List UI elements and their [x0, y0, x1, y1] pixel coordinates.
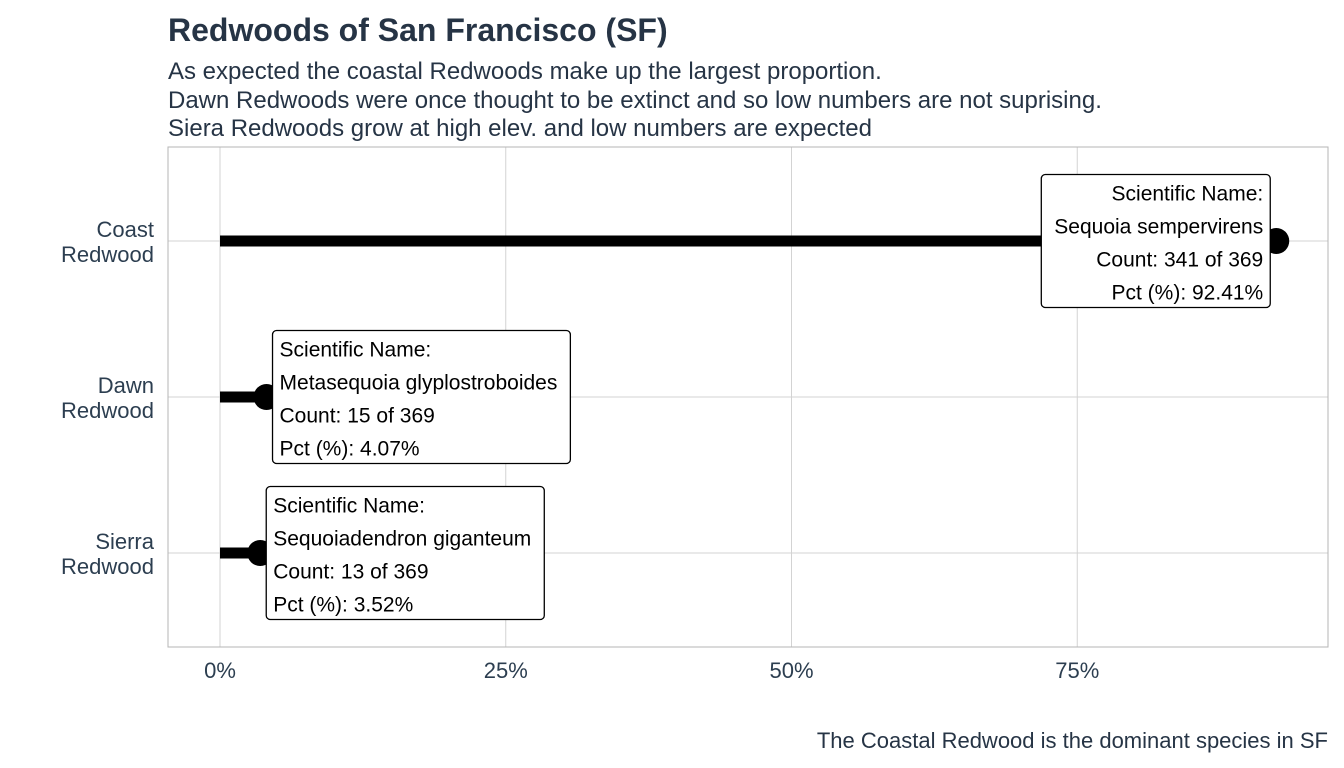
annotation-text: Pct (%): 92.41% [1112, 282, 1264, 305]
chart-caption: The Coastal Redwood is the dominant spec… [816, 728, 1328, 753]
annotation-text: Count: 13 of 369 [273, 561, 428, 584]
chart-title: Redwoods of San Francisco (SF) [168, 12, 668, 48]
annotation-text: Pct (%): 4.07% [280, 438, 420, 461]
annotation-text: Scientific Name: [273, 495, 425, 518]
x-tick-label: 50% [769, 658, 813, 683]
annotation-text: Scientific Name: [280, 339, 432, 362]
annotation-text: Scientific Name: [1112, 183, 1264, 206]
x-tick-label: 0% [204, 658, 236, 683]
annotation-text: Pct (%): 3.52% [273, 594, 413, 617]
annotation-box [1040, 173, 1271, 309]
plot-panel-border [167, 146, 1329, 648]
annotation-text: Count: 15 of 369 [280, 405, 435, 428]
annotation-text: Sequoiadendron giganteum [273, 528, 531, 551]
annotation-text: Metasequoia glyplostroboides [280, 372, 558, 395]
y-tick-label: Coast [97, 217, 154, 242]
x-tick-label: 25% [484, 658, 528, 683]
y-tick-label: Redwood [61, 554, 154, 579]
y-tick-label: Redwood [61, 242, 154, 267]
y-tick-label: Redwood [61, 398, 154, 423]
annotation-box [271, 329, 572, 465]
chart-subtitle-line-1: As expected the coastal Redwoods make up… [168, 58, 882, 85]
y-tick-label: Dawn [98, 373, 154, 398]
annotation-text: Count: 341 of 369 [1096, 249, 1263, 272]
x-tick-label: 75% [1055, 658, 1099, 683]
chart-subtitle-line-2: Dawn Redwoods were once thought to be ex… [168, 87, 1102, 114]
chart-subtitle-line-3: Siera Redwoods grow at high elev. and lo… [168, 115, 872, 142]
y-tick-label: Sierra [95, 529, 154, 554]
annotation-text: Sequoia sempervirens [1054, 216, 1263, 239]
annotation-box [265, 485, 545, 621]
